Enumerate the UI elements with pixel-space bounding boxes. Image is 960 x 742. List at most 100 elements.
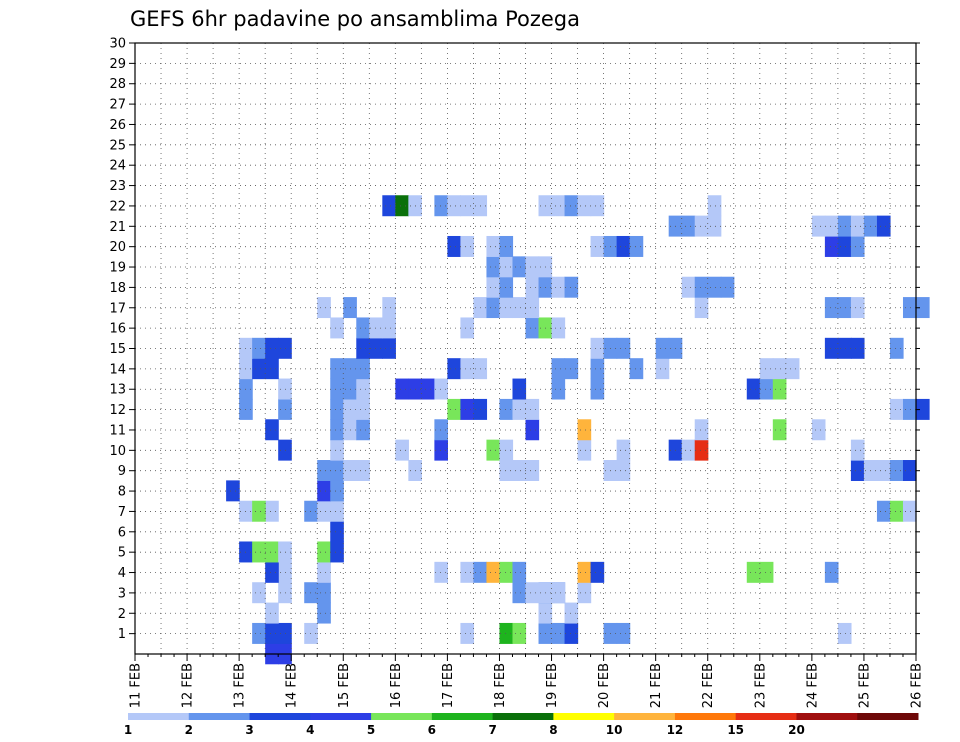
legend-label: 6 (428, 723, 436, 737)
heatmap-cell (850, 215, 865, 237)
heatmap-cell (889, 337, 904, 359)
y-tick-label: 19 (109, 261, 126, 276)
heatmap-cell (499, 235, 514, 257)
legend-label: 12 (667, 723, 684, 737)
heatmap-cell (499, 297, 514, 319)
heatmap-cell (486, 439, 501, 461)
y-tick-label: 29 (109, 57, 126, 72)
heatmap-cell (486, 235, 501, 257)
legend-swatch (249, 713, 311, 720)
heatmap-cell (434, 561, 448, 583)
heatmap-cell (772, 358, 787, 380)
y-tick-label: 13 (109, 383, 126, 398)
heatmap-cell (876, 215, 891, 237)
heatmap-cell (499, 256, 514, 278)
y-tick-label: 2 (118, 607, 126, 622)
x-tick-label-group: 12 FEB (181, 663, 196, 708)
x-tick-label: 22 FEB (701, 663, 716, 708)
heatmap-cell (486, 297, 501, 319)
heatmap-cell (876, 500, 891, 522)
heatmap-cell (447, 358, 462, 380)
heatmap-cell (590, 358, 605, 380)
heatmap-cell (382, 195, 396, 217)
heatmap-cell (395, 439, 409, 461)
x-tick-label-group: 24 FEB (805, 663, 820, 708)
heatmap-cell (577, 439, 592, 461)
legend-swatch (553, 713, 615, 720)
heatmap-cell (317, 460, 331, 481)
heatmap-cell (330, 419, 344, 441)
legend-swatch (857, 713, 919, 720)
heatmap-cell (707, 215, 722, 237)
heatmap-cell (746, 378, 761, 400)
heatmap-cell (525, 398, 540, 420)
heatmap-cell (824, 561, 839, 583)
heatmap-cell (356, 460, 370, 481)
legend-label: 1 (124, 723, 132, 737)
heatmap-cell (916, 297, 930, 319)
heatmap-cell (252, 358, 266, 380)
heatmap-cell (330, 500, 344, 522)
heatmap-cell (395, 195, 409, 217)
heatmap-cell (304, 500, 318, 522)
heatmap-cell (460, 561, 475, 583)
x-tick-label-group: 21 FEB (649, 663, 664, 708)
heatmap-cell (551, 195, 566, 217)
heatmap-cell (317, 541, 331, 563)
heatmap-cell (356, 398, 370, 420)
heatmap-cell (681, 276, 696, 298)
legend-swatch (431, 713, 494, 720)
heatmap-cell (252, 582, 266, 604)
x-tick-label-group: 22 FEB (701, 663, 716, 708)
heatmap-cell (759, 378, 774, 400)
heatmap-cell (252, 622, 266, 644)
legend-label: 20 (788, 723, 805, 737)
heatmap-cell (512, 297, 527, 319)
x-tick-label: 15 FEB (337, 663, 352, 708)
heatmap-cell (655, 337, 670, 359)
heatmap-cell (551, 378, 566, 400)
heatmap-cell (434, 439, 448, 461)
heatmap-cells (226, 195, 930, 665)
heatmap-cell (460, 317, 475, 339)
heatmap-cell (512, 460, 527, 481)
heatmap-cell (356, 358, 370, 380)
legend-swatch (614, 713, 676, 720)
heatmap-cell (499, 622, 514, 644)
heatmap-cell (551, 276, 566, 298)
x-tick-label: 19 FEB (545, 663, 560, 708)
y-tick-label: 17 (109, 301, 126, 316)
y-tick-label: 11 (109, 423, 126, 438)
y-tick-label: 9 (118, 464, 126, 479)
y-tick-label: 28 (109, 77, 126, 92)
heatmap-cell (330, 541, 344, 563)
y-tick-label: 15 (109, 342, 126, 357)
heatmap-cell (902, 500, 917, 522)
y-tick-label: 18 (109, 281, 126, 296)
y-tick-label: 26 (109, 118, 126, 133)
heatmap-cell (512, 398, 527, 420)
heatmap-cell (824, 297, 839, 319)
y-axis: 1234567891011121314151617181920212223242… (109, 37, 920, 642)
heatmap-cell (252, 337, 266, 359)
legend-label: 7 (488, 723, 496, 737)
x-tick-label-group: 23 FEB (753, 663, 768, 708)
heatmap-cell (356, 378, 370, 400)
heatmap-cell (499, 561, 514, 583)
heatmap-cell (304, 622, 318, 644)
x-axis: 11 FEB 12 FEB 13 FEB 14 FEB 15 FEB 16 FEB 17 F… (129, 654, 925, 708)
heatmap-cell (265, 622, 279, 644)
heatmap-cell (681, 439, 696, 461)
y-tick-label: 27 (109, 98, 126, 113)
y-tick-label: 25 (109, 138, 126, 153)
legend-swatch (735, 713, 797, 720)
heatmap-cell (512, 582, 527, 604)
heatmap-cell (772, 378, 787, 400)
heatmap-cell (824, 337, 839, 359)
heatmap-cell (837, 297, 852, 319)
x-tick-label: 14 FEB (285, 663, 300, 708)
heatmap-cell (525, 419, 540, 441)
heatmap-cell (278, 337, 292, 359)
x-tick-label: 12 FEB (181, 663, 196, 708)
